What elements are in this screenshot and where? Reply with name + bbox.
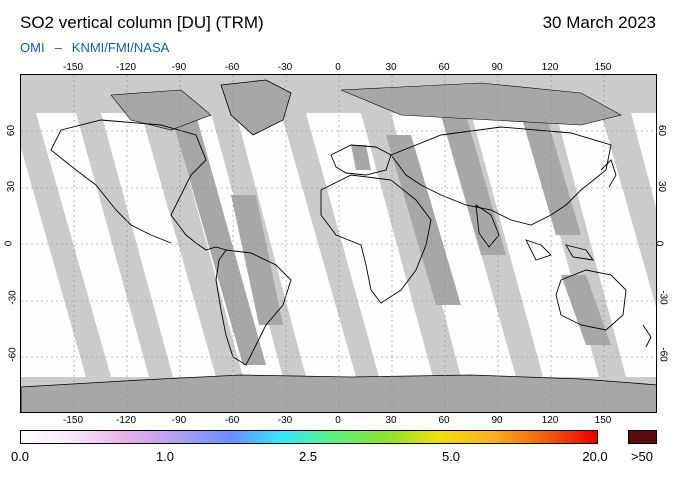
graticule (21, 75, 656, 412)
lon-tick-bottom: 90 (491, 415, 503, 426)
lat-tick-left: 60 (6, 124, 18, 137)
lon-tick-bottom: -60 (224, 415, 240, 426)
lat-tick-right: -30 (657, 290, 669, 305)
colorbar-label: 5.0 (441, 449, 461, 464)
lon-tick-top: 120 (541, 62, 559, 73)
lon-tick-top: -60 (224, 62, 240, 73)
colorbar-label: 1.0 (155, 449, 175, 464)
lat-tick-right: -60 (657, 347, 669, 362)
colorbar (20, 430, 598, 444)
credit-instrument: OMI (20, 40, 45, 55)
lon-tick-bottom: 120 (541, 415, 559, 426)
lat-tick-left: -60 (7, 347, 19, 362)
lon-tick-bottom: 30 (385, 415, 397, 426)
map-title: SO2 vertical column [DU] (TRM) (20, 13, 264, 32)
lon-tick-bottom: -90 (171, 415, 187, 426)
map-canvas (21, 75, 656, 412)
lon-tick-bottom: 150 (594, 415, 612, 426)
colorbar-over-label: >50 (630, 449, 654, 464)
lon-tick-bottom: -150 (62, 415, 84, 426)
colorbar-label: 20.0 (582, 449, 608, 464)
arctic-eurasia (340, 82, 622, 126)
lon-tick-bottom: 60 (438, 415, 450, 426)
lon-tick-top: -120 (115, 62, 137, 73)
credit-separator: – (54, 40, 62, 55)
lon-tick-top: -90 (171, 62, 187, 73)
map-date: 30 March 2023 (542, 13, 656, 32)
lon-tick-top: 0 (335, 62, 341, 73)
lat-tick-right: 0 (653, 240, 665, 247)
colorbar-label: 2.5 (298, 449, 318, 464)
colorbar-over-swatch (628, 430, 657, 444)
lon-tick-top: 30 (385, 62, 397, 73)
lon-tick-top: 90 (491, 62, 503, 73)
lat-tick-left: 0 (3, 240, 15, 247)
lon-tick-bottom: 0 (335, 415, 341, 426)
so2-map (20, 74, 657, 413)
lon-tick-bottom: -30 (277, 415, 293, 426)
antarctica (21, 374, 656, 412)
lon-tick-top: 150 (594, 62, 612, 73)
greenland (220, 79, 292, 136)
lat-tick-left: 30 (6, 180, 18, 193)
credit-institutions: KNMI/FMI/NASA (71, 40, 170, 55)
lat-tick-right: 30 (656, 180, 668, 193)
lat-tick-left: -30 (7, 290, 19, 305)
colorbar-label: 0.0 (10, 449, 30, 464)
lat-tick-right: 60 (656, 124, 668, 137)
credit-line: OMI – KNMI/FMI/NASA (20, 40, 169, 55)
arctic-canada (110, 89, 212, 131)
lon-tick-top: -30 (277, 62, 293, 73)
lon-tick-top: 60 (438, 62, 450, 73)
lon-tick-top: -150 (62, 62, 84, 73)
lon-tick-bottom: -120 (115, 415, 137, 426)
